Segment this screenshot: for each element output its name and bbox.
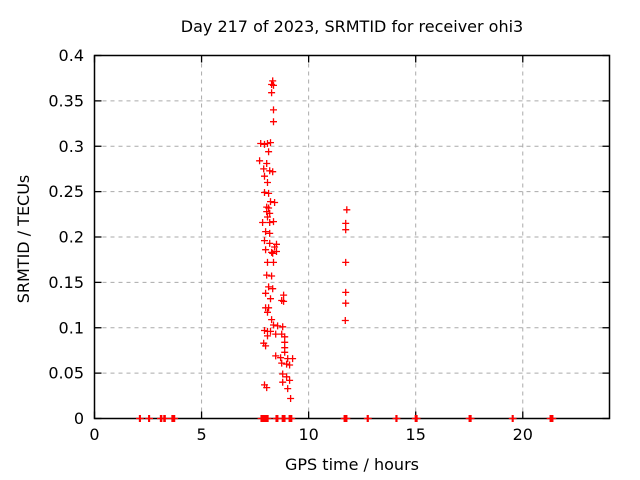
chart-title: Day 217 of 2023, SRMTID for receiver ohi…	[180, 17, 524, 36]
svg-text:0: 0	[89, 425, 99, 444]
svg-text:20: 20	[513, 425, 533, 444]
svg-text:0.2: 0.2	[59, 228, 84, 247]
svg-text:0: 0	[74, 409, 84, 428]
x-axis-label: GPS time / hours	[285, 455, 419, 474]
svg-text:0.35: 0.35	[48, 91, 84, 110]
svg-text:15: 15	[406, 425, 426, 444]
svg-text:0.1: 0.1	[59, 318, 84, 337]
svg-text:0.3: 0.3	[59, 137, 84, 156]
svg-text:10: 10	[298, 425, 318, 444]
y-axis-label: SRMTID / TECUs	[14, 174, 33, 304]
svg-text:0.25: 0.25	[48, 182, 84, 201]
svg-text:5: 5	[196, 425, 206, 444]
svg-text:0.15: 0.15	[48, 273, 84, 292]
svg-text:0.4: 0.4	[59, 46, 84, 65]
svg-text:0.05: 0.05	[48, 364, 84, 383]
